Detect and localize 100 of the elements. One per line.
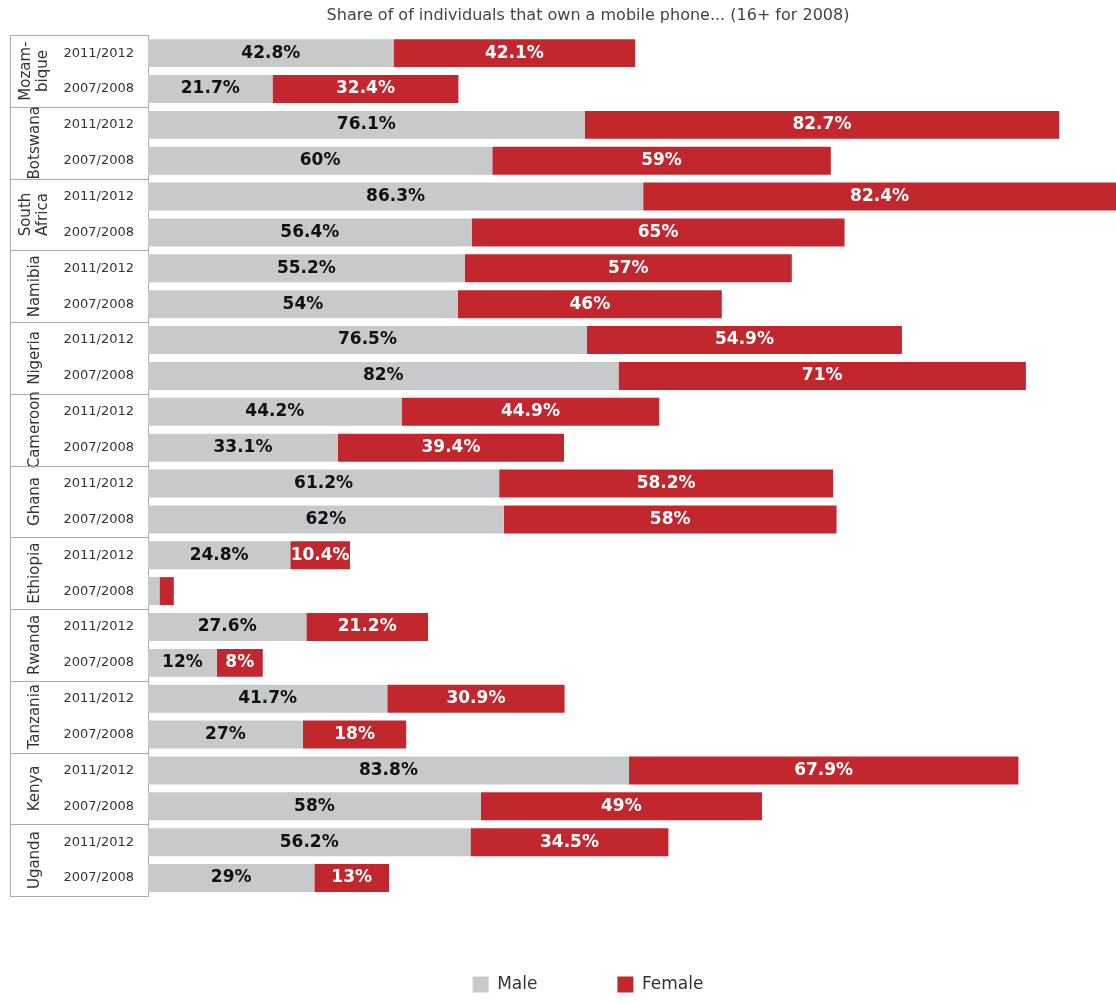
data-label: 82.7% xyxy=(792,113,852,134)
bar xyxy=(387,684,565,713)
text: Ethiopia xyxy=(24,542,43,604)
bar xyxy=(643,182,1116,211)
data-label: 49% xyxy=(601,794,642,815)
y-tick-label: 2011/2012 xyxy=(63,331,134,347)
bar xyxy=(499,469,834,498)
data-label: 44.2% xyxy=(245,400,305,421)
y-tick-label: 2011/2012 xyxy=(63,690,134,706)
data-label: 82% xyxy=(362,364,404,385)
text: Cameroon xyxy=(24,391,43,469)
legend-label: Male xyxy=(497,972,538,993)
data-label: 86.3% xyxy=(366,185,426,206)
data-label: 10.4% xyxy=(290,543,350,564)
chart-title: Share of of individuals that own a mobile phone... (16+ for 2008) xyxy=(326,4,850,24)
data-label: 54% xyxy=(282,292,324,313)
bar xyxy=(584,110,1060,139)
data-label: 32.4% xyxy=(335,77,395,98)
y-tick-label: 2007/2008 xyxy=(63,80,134,96)
data-label: 27% xyxy=(205,723,246,744)
bar xyxy=(148,433,338,462)
data-label: 82.4% xyxy=(850,185,910,206)
data-label: 24.8% xyxy=(189,543,249,564)
data-label: 54.9% xyxy=(714,328,774,349)
text: Mozam-bique xyxy=(16,41,52,101)
bar xyxy=(148,110,585,139)
data-label: 62% xyxy=(305,507,347,528)
data-label: 29% xyxy=(210,866,252,887)
y-tick-label: 2007/2008 xyxy=(63,654,134,670)
bar xyxy=(148,146,493,175)
bar xyxy=(492,146,831,175)
data-label: 46% xyxy=(569,292,611,313)
data-label: 58.2% xyxy=(636,471,696,492)
bar xyxy=(148,469,500,498)
data-label: 33.1% xyxy=(213,436,273,457)
text: Uganda xyxy=(24,831,43,890)
y-tick-label: 2007/2008 xyxy=(63,725,134,741)
text: South Africa xyxy=(16,192,52,237)
bar xyxy=(148,792,481,821)
data-label: 60% xyxy=(299,149,341,170)
data-label: 83.8% xyxy=(358,758,418,779)
data-label: 65% xyxy=(637,220,679,241)
bar xyxy=(464,254,792,283)
bar xyxy=(148,361,619,390)
bar xyxy=(337,433,565,462)
bar xyxy=(470,828,669,857)
y-tick-label: 2011/2012 xyxy=(63,546,134,562)
legend-label: Female xyxy=(641,972,704,993)
y-tick-label: 2007/2008 xyxy=(63,869,134,885)
y-tick-label: 2007/2008 xyxy=(63,295,134,311)
text: Rwanda xyxy=(24,614,43,675)
y-tick-label: 2007/2008 xyxy=(63,582,134,598)
bar xyxy=(148,397,402,426)
y-tick-label: 2011/2012 xyxy=(63,403,134,419)
bar xyxy=(480,792,762,821)
data-label: 21.2% xyxy=(337,615,397,636)
bar xyxy=(148,613,307,641)
data-label: 56.2% xyxy=(279,830,339,851)
bar xyxy=(628,756,1019,785)
data-label: 59% xyxy=(641,149,682,170)
text: Botswana xyxy=(24,106,43,180)
y-tick-label: 2011/2012 xyxy=(63,116,134,132)
bar xyxy=(159,577,174,606)
bar xyxy=(148,182,644,211)
data-label: 76.5% xyxy=(337,328,397,349)
bar xyxy=(148,684,388,713)
y-tick-label: 2011/2012 xyxy=(63,259,134,275)
y-tick-label: 2007/2008 xyxy=(63,367,134,383)
data-label: 61.2% xyxy=(294,471,354,492)
bar xyxy=(148,828,471,857)
data-label: 57% xyxy=(607,256,649,277)
bar xyxy=(272,75,459,103)
data-label: 58% xyxy=(294,794,335,815)
bar xyxy=(148,720,303,749)
bar xyxy=(148,39,394,68)
data-label: 41.7% xyxy=(238,687,298,708)
y-tick-label: 2007/2008 xyxy=(63,223,134,239)
text: Namibia xyxy=(24,255,43,318)
y-tick-label: 2011/2012 xyxy=(63,187,134,203)
y-tick-label: 2007/2008 xyxy=(63,510,134,526)
data-label: 27.6% xyxy=(197,615,257,636)
bar xyxy=(148,505,504,534)
bar xyxy=(401,397,660,426)
y-tick-label: 2011/2012 xyxy=(63,618,134,634)
bar xyxy=(148,254,465,283)
text: Kenya xyxy=(24,765,43,812)
bar xyxy=(586,326,902,355)
y-tick-label: 2011/2012 xyxy=(63,833,134,849)
text: Tanzania xyxy=(24,684,43,751)
data-label: 34.5% xyxy=(539,830,599,851)
data-label: 12% xyxy=(162,651,203,672)
data-label: 44.9% xyxy=(500,400,560,421)
bar xyxy=(148,218,472,247)
data-label: 56.4% xyxy=(280,220,340,241)
data-label: 42.1% xyxy=(484,41,544,62)
data-label: 42.8% xyxy=(241,41,301,62)
data-label: 39.4% xyxy=(421,436,481,457)
bar xyxy=(503,505,837,534)
data-label: 13% xyxy=(331,866,373,887)
bar xyxy=(148,864,315,893)
